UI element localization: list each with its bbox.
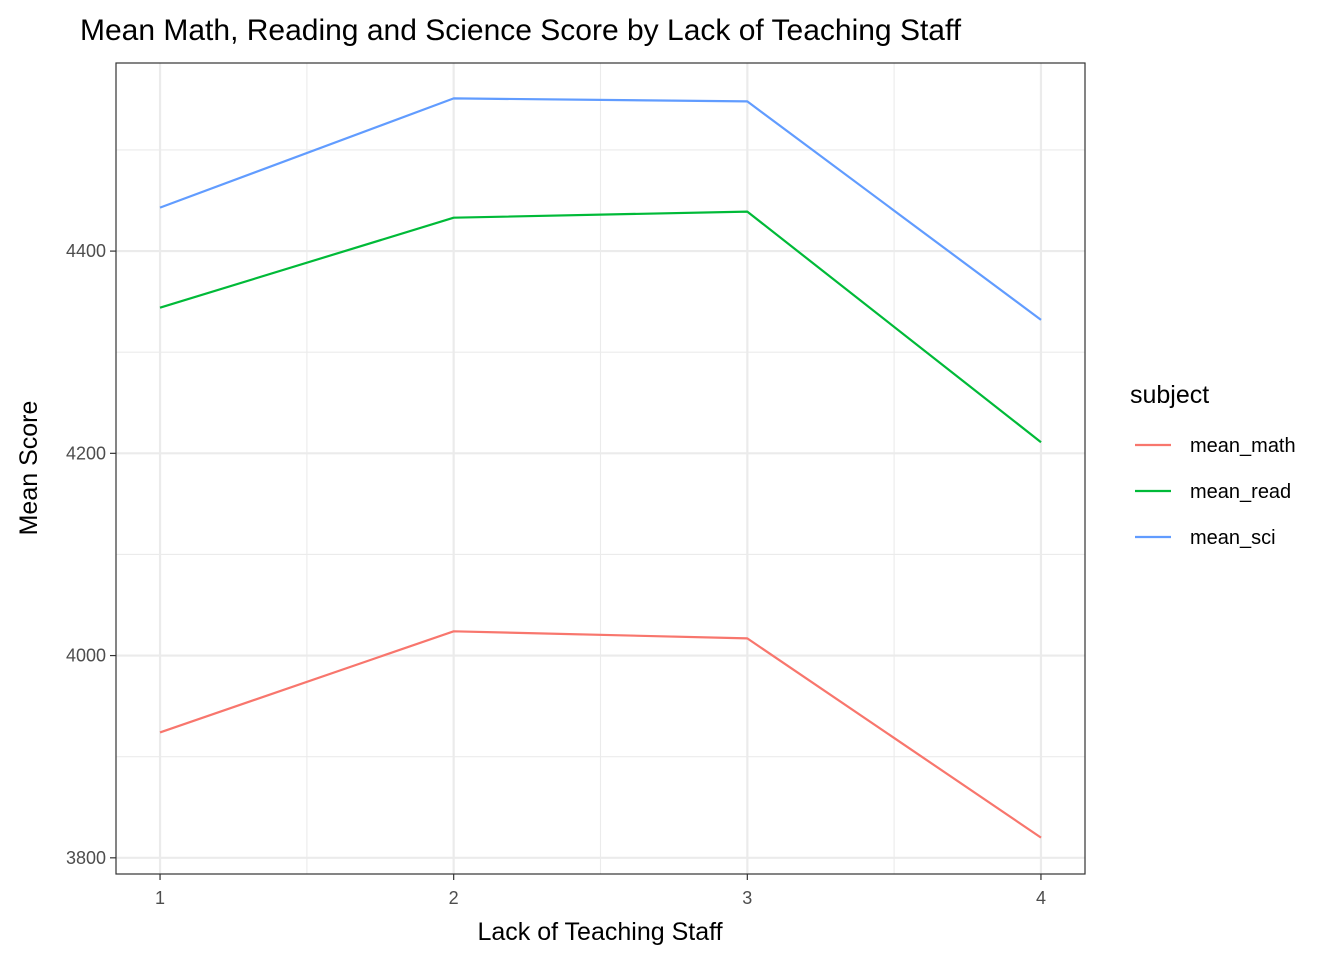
legend: subject mean_math mean_read mean_sci [1130,381,1296,549]
legend-title: subject [1130,381,1209,409]
series-line-mean-read [159,210,1042,444]
y-tick-label: 4000 [66,646,106,666]
legend-label: mean_math [1190,435,1296,457]
plot-border [115,62,1086,875]
plot-area [115,62,1086,875]
x-axis-title: Lack of Teaching Staff [477,918,722,946]
y-tick-label: 3800 [66,848,106,868]
chart-title: Mean Math, Reading and Science Score by … [80,14,962,47]
y-axis: 3800 4000 4200 4400 [66,241,116,868]
x-tick-label: 3 [742,888,752,908]
minor-gridlines [116,63,1085,874]
y-tick-label: 4200 [66,443,106,463]
legend-label: mean_sci [1190,527,1276,549]
y-axis-title: Mean Score [15,401,43,536]
series-line-mean-math [159,630,1042,839]
x-axis: 1 2 3 4 [155,874,1046,908]
x-tick-label: 1 [155,888,165,908]
series-line-mean-sci [159,97,1042,321]
major-gridlines [116,63,1085,874]
y-tick-label: 4400 [66,241,106,261]
x-tick-label: 2 [449,888,459,908]
series-lines [159,97,1042,839]
legend-label: mean_read [1190,481,1291,503]
x-tick-label: 4 [1036,888,1046,908]
